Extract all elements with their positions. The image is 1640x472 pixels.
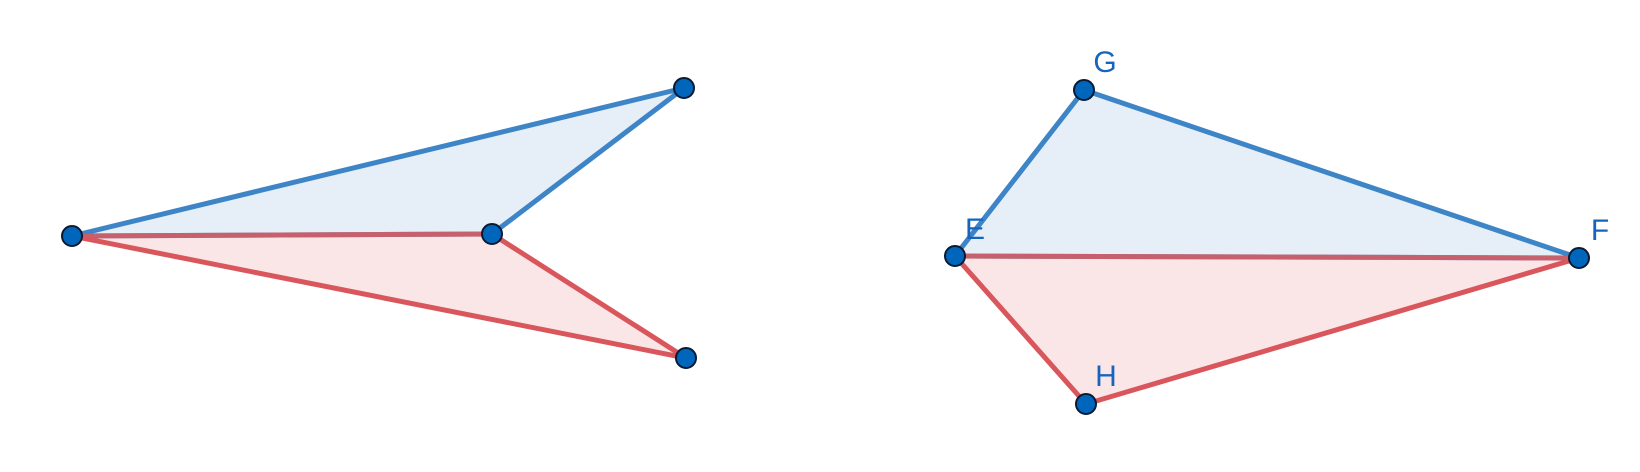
- right-figure-point-label-H: H: [1095, 360, 1117, 393]
- edges-layer: [69, 85, 1582, 407]
- left-figure-point-p3[interactable]: [673, 77, 695, 99]
- fills-layer: [72, 88, 1579, 404]
- right-figure-red-triangle-fill: [955, 256, 1579, 404]
- right-figure-point-G[interactable]: [1073, 79, 1095, 101]
- right-figure-point-label-F: F: [1591, 214, 1609, 247]
- left-figure-point-p4[interactable]: [675, 347, 697, 369]
- right-figure-point-E[interactable]: [944, 245, 966, 267]
- left-figure-red-edge-p4-p1: [69, 233, 689, 361]
- right-figure-blue-triangle-fill: [955, 90, 1579, 258]
- right-figure-blue-edge-F-G: [1081, 87, 1582, 261]
- labels-layer: E F G H: [965, 46, 1609, 393]
- left-figure-blue-edge-p2-p3: [489, 85, 687, 237]
- left-figure-point-p2[interactable]: [481, 223, 503, 245]
- left-figure-blue-edge-p3-p1: [69, 85, 687, 239]
- left-figure-red-edge-p2-p4: [489, 231, 689, 361]
- right-figure-red-edge-E-F: [952, 253, 1582, 261]
- left-figure-point-p1[interactable]: [61, 225, 83, 247]
- right-figure-point-label-E: E: [965, 213, 985, 246]
- points-layer: [61, 77, 1590, 415]
- left-figure-red-edge-p1-p2: [69, 231, 495, 239]
- right-figure-red-edge-F-H: [1083, 255, 1582, 407]
- right-figure-point-H[interactable]: [1075, 393, 1097, 415]
- right-figure-blue-edge-G-E: [952, 87, 1087, 259]
- right-figure-red-edge-H-E: [952, 253, 1089, 407]
- right-figure-point-F[interactable]: [1568, 247, 1590, 269]
- right-figure-point-label-G: G: [1093, 46, 1116, 79]
